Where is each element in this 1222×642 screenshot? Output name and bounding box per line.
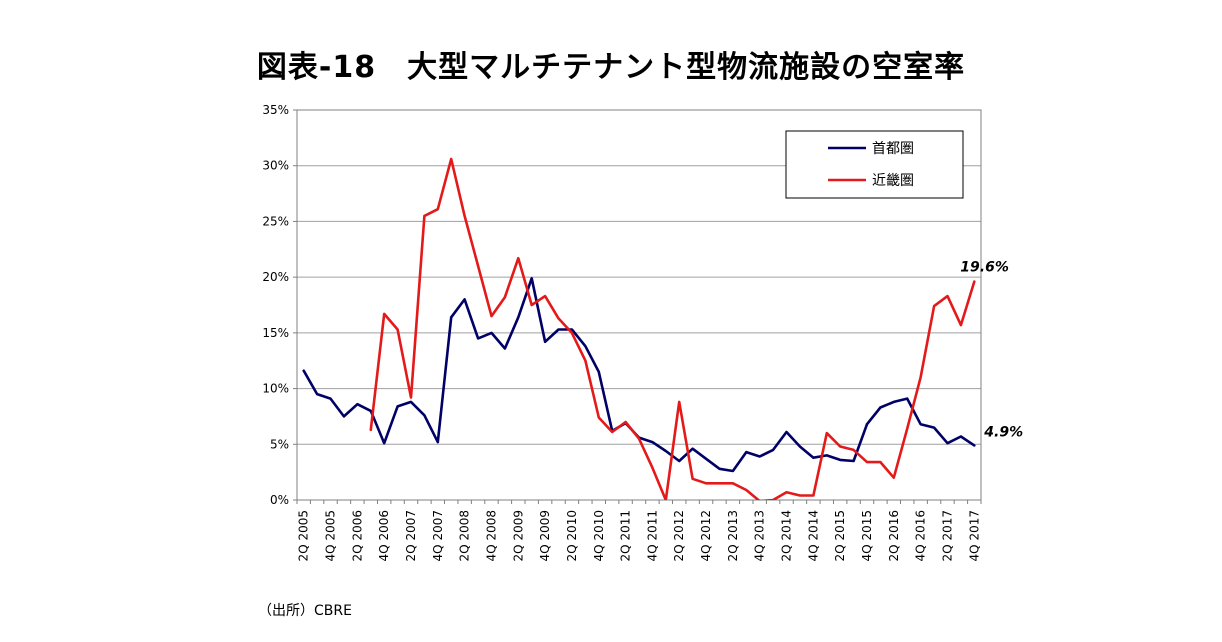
y-tick-label: 10% (262, 382, 289, 396)
x-tick-label: 2Q 2007 (404, 510, 418, 561)
x-tick-label: 2Q 2015 (833, 510, 847, 561)
x-tick-label: 2Q 2017 (940, 510, 954, 561)
x-tick-label: 4Q 2014 (806, 510, 820, 561)
y-tick-label: 20% (262, 270, 289, 284)
end-value-label: 4.9% (983, 424, 1023, 440)
x-tick-label: 4Q 2013 (753, 510, 767, 561)
x-tick-label: 2Q 2008 (458, 510, 472, 561)
x-tick-label: 4Q 2007 (431, 510, 445, 561)
legend-label: 首都圏 (872, 141, 914, 157)
series-lines (302, 157, 976, 500)
x-tick-label: 2Q 2013 (726, 510, 740, 561)
legend-label: 近畿圏 (872, 173, 914, 189)
x-tick-label: 2Q 2016 (887, 510, 901, 561)
y-tick-label: 35% (262, 103, 289, 117)
x-tick-label: 4Q 2010 (592, 510, 606, 561)
y-tick-label: 5% (270, 437, 289, 451)
y-tick-label: 0% (270, 493, 289, 507)
y-tick-label: 25% (262, 214, 289, 228)
x-tick-label: 4Q 2015 (860, 510, 874, 561)
gridlines (297, 165, 981, 445)
x-tick-label: 4Q 2016 (914, 510, 928, 561)
x-tick-label: 4Q 2017 (967, 510, 981, 561)
x-tick-label: 4Q 2006 (377, 510, 391, 561)
x-tick-label: 4Q 2009 (538, 510, 552, 561)
end-value-label: 19.6% (960, 260, 1009, 276)
chart-title: 図表-18 大型マルチテナント型物流施設の空室率 (256, 50, 966, 85)
x-axis: 2Q 2005 4Q 2005 2Q 2006 4Q 2006 2Q 2007 4Q 20… (296, 500, 982, 561)
plot-area-frame (296, 109, 982, 501)
x-tick-label: 2Q 2012 (672, 510, 686, 561)
x-tick-label: 4Q 2005 (324, 510, 338, 561)
x-tick-label: 2Q 2011 (619, 510, 633, 561)
x-tick-label: 2Q 2009 (511, 510, 525, 561)
x-tick-label: 4Q 2008 (484, 510, 498, 561)
end-labels: 4.9% 19.6% (960, 260, 1023, 441)
y-tick-label: 30% (262, 159, 289, 173)
legend-box (785, 130, 964, 199)
y-tick-label: 15% (262, 326, 289, 340)
series-line-shutoken (302, 277, 976, 473)
x-tick-label: 4Q 2012 (699, 510, 713, 561)
series-line-kinkiken (369, 157, 976, 500)
x-tick-label: 2Q 2006 (350, 510, 364, 561)
x-tick-label: 2Q 2005 (297, 510, 311, 561)
x-tick-label: 2Q 2010 (565, 510, 579, 561)
source-note: （出所）CBRE (258, 603, 352, 619)
x-tick-label: 4Q 2011 (645, 510, 659, 561)
x-tick-label: 2Q 2014 (780, 510, 794, 561)
y-axis: 0% 5% 10% 15% 20% 25% 30% 35% (262, 103, 297, 507)
